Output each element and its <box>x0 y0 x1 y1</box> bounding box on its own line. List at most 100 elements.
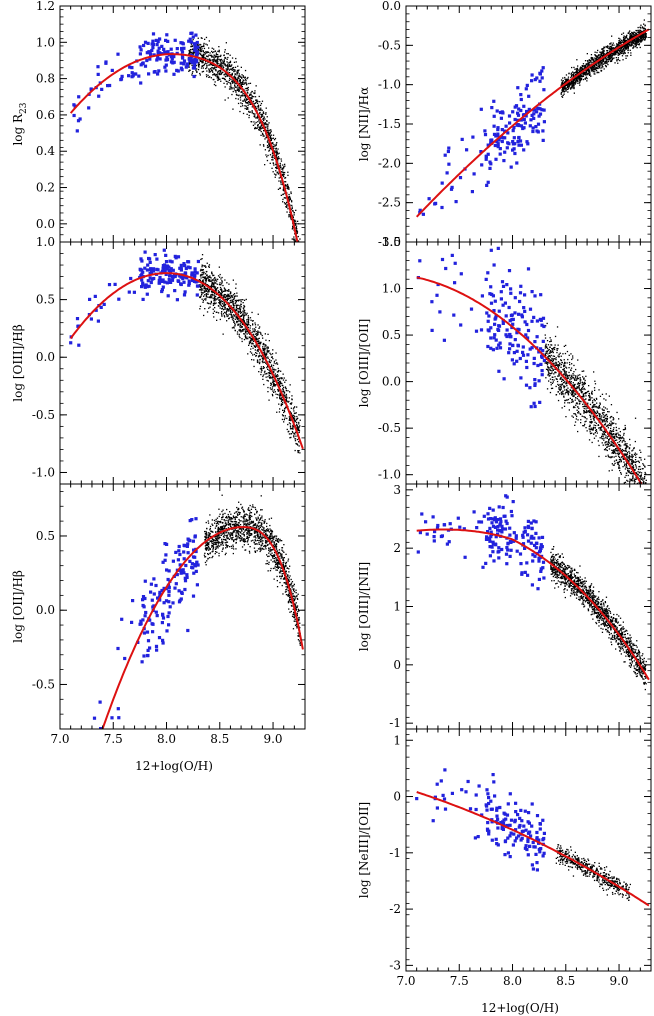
sdss-point <box>228 79 230 81</box>
sdss-point <box>202 269 204 271</box>
sdss-point <box>593 73 595 75</box>
sdss-point <box>217 290 219 292</box>
sdss-point <box>273 147 275 150</box>
sdss-point <box>246 323 248 326</box>
sdss-point <box>643 19 645 21</box>
sdss-point <box>290 407 292 409</box>
calibrator-point <box>176 279 180 283</box>
sdss-point <box>297 426 299 428</box>
sdss-point <box>289 204 291 206</box>
calibrator-point <box>163 65 167 69</box>
calibrator-point <box>179 268 183 272</box>
calibrator-point <box>516 140 520 144</box>
sdss-point <box>225 312 227 314</box>
sdss-point <box>220 61 222 63</box>
sdss-point <box>250 339 252 342</box>
calibrator-point <box>187 260 191 264</box>
sdss-point <box>267 146 269 149</box>
sdss-point <box>580 67 582 69</box>
calibrator-point <box>514 104 519 108</box>
sdss-point <box>205 289 207 291</box>
sdss-point <box>622 49 624 51</box>
calibrator-point <box>160 288 164 292</box>
calibrator-point <box>173 254 177 258</box>
sdss-point <box>299 452 301 454</box>
sdss-point <box>289 391 291 393</box>
sdss-point <box>562 90 565 92</box>
sdss-point <box>638 36 640 38</box>
sdss-point <box>205 278 207 280</box>
sdss-point <box>242 83 244 85</box>
sdss-point <box>204 278 206 280</box>
sdss-point <box>289 426 292 428</box>
sdss-point <box>270 134 273 136</box>
sdss-point <box>573 82 575 84</box>
sdss-point <box>201 48 203 50</box>
sdss-point <box>587 69 589 71</box>
sdss-point <box>294 219 296 221</box>
calibrator-point <box>94 308 98 312</box>
sdss-point <box>208 71 210 73</box>
sdss-point <box>578 76 580 79</box>
sdss-point <box>243 320 245 323</box>
sdss-point <box>276 157 278 159</box>
sdss-point <box>602 51 604 54</box>
sdss-point <box>288 214 290 216</box>
sdss-point <box>224 289 227 291</box>
sdss-point <box>233 306 235 308</box>
sdss-point <box>581 76 583 78</box>
sdss-point <box>267 386 269 389</box>
sdss-point <box>586 64 588 66</box>
sdss-point <box>262 347 264 350</box>
calibrator-point <box>158 275 162 280</box>
calibrator-point <box>127 74 131 78</box>
sdss-point <box>263 351 266 353</box>
sdss-point <box>202 279 204 282</box>
sdss-point <box>607 60 610 63</box>
sdss-point <box>225 314 228 316</box>
sdss-point <box>230 68 232 70</box>
sdss-point <box>236 88 238 90</box>
sdss-point <box>211 285 213 287</box>
sdss-point <box>283 202 286 204</box>
sdss-point <box>621 46 623 48</box>
sdss-point <box>235 295 237 297</box>
sdss-point <box>234 76 237 79</box>
sdss-point <box>595 69 597 71</box>
calibrator-point <box>160 44 164 48</box>
sdss-point <box>200 49 202 51</box>
sdss-point <box>266 125 268 127</box>
calibrator-point <box>182 46 186 50</box>
sdss-point <box>267 129 269 131</box>
sdss-point <box>239 79 241 81</box>
sdss-point <box>636 40 638 42</box>
sdss-point <box>239 326 241 328</box>
sdss-point <box>259 354 261 356</box>
sdss-point <box>255 339 257 341</box>
sdss-point <box>581 74 583 77</box>
sdss-point <box>256 352 258 355</box>
calibrator-point <box>196 259 200 264</box>
sdss-point <box>215 53 217 56</box>
sdss-point <box>275 144 277 146</box>
sdss-point <box>570 72 573 74</box>
sdss-point <box>640 35 643 37</box>
sdss-point <box>278 172 280 174</box>
sdss-point <box>260 332 262 334</box>
calibrator-point <box>106 84 110 88</box>
sdss-point <box>258 129 260 131</box>
sdss-point <box>224 279 226 281</box>
sdss-point <box>205 51 207 53</box>
sdss-point <box>644 25 646 27</box>
sdss-point <box>643 33 645 35</box>
sdss-point <box>577 69 580 71</box>
sdss-point <box>634 35 636 37</box>
sdss-point <box>565 74 568 76</box>
sdss-point <box>236 79 238 81</box>
sdss-point <box>627 32 629 34</box>
sdss-point <box>260 126 262 128</box>
sdss-point <box>219 292 221 294</box>
sdss-point <box>290 218 292 221</box>
calibrator-point <box>192 74 196 79</box>
sdss-point <box>259 326 261 328</box>
